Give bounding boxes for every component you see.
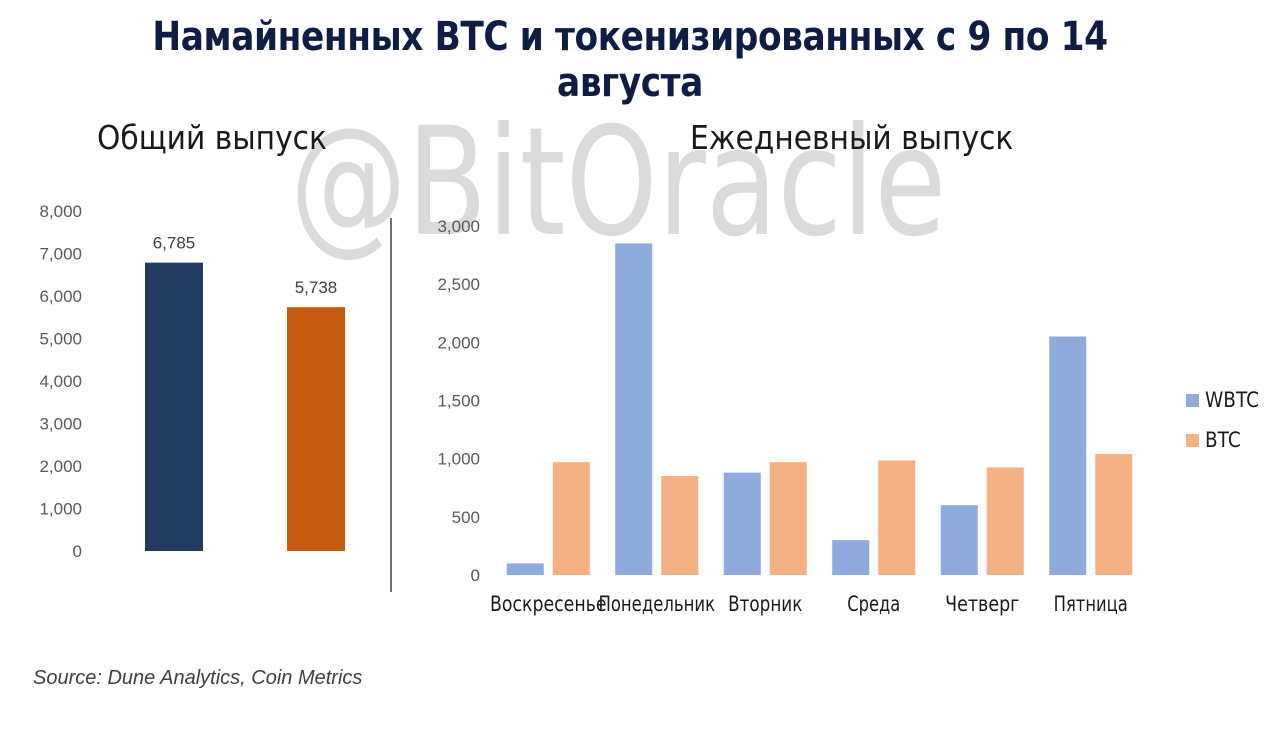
x-tick-label: Пятница — [1054, 592, 1128, 616]
y-tick-label: 2,000 — [39, 457, 82, 476]
legend-label-wbtc: WBTC — [1205, 388, 1260, 412]
x-tick-label: Понедельник — [598, 592, 715, 616]
bar-btc — [1095, 454, 1133, 575]
bar-btc — [986, 467, 1024, 575]
page-title: Намайненных BTC и токенизированных с 9 п… — [152, 14, 1108, 106]
legend-item-wbtc: WBTC — [1186, 380, 1266, 420]
data-label: 6,785 — [153, 234, 196, 253]
total-issuance-chart: 0 1,000 2,000 3,000 4,000 5,000 6,000 7,000 8,00… — [39, 202, 345, 561]
bar-wbtc — [615, 243, 653, 575]
x-tick-label: Среда — [847, 592, 900, 616]
y-tick-label: 2,000 — [437, 333, 480, 352]
y-tick-label: 0 — [73, 542, 82, 561]
total-chart-title: Общий выпуск — [97, 118, 327, 157]
legend-swatch-btc — [1186, 433, 1199, 447]
y-tick-label: 0 — [471, 566, 480, 585]
bar-wbtc — [940, 505, 978, 575]
data-label: 5,738 — [295, 278, 338, 297]
bar-wbtc — [723, 472, 761, 575]
bar — [145, 262, 203, 551]
x-tick-label: Воскресенье — [490, 592, 607, 616]
y-tick-label: 500 — [452, 508, 480, 527]
y-tick-label: 2,500 — [437, 275, 480, 294]
y-tick-label: 6,000 — [39, 287, 82, 306]
y-tick-label: 7,000 — [39, 245, 82, 264]
legend: WBTC BTC — [1186, 380, 1266, 460]
bar — [287, 307, 345, 551]
y-tick-label: 1,000 — [437, 450, 480, 469]
legend-swatch-wbtc — [1186, 393, 1199, 407]
bar-wbtc — [506, 563, 544, 575]
y-tick-label: 1,500 — [437, 392, 480, 411]
daily-chart-title: Ежедневный выпуск — [690, 118, 1014, 157]
daily-issuance-chart: 0 500 1,000 1,500 2,000 2,500 3,000 Воскресенье… — [437, 217, 1133, 616]
legend-item-btc: BTC — [1186, 420, 1266, 460]
y-tick-label: 1,000 — [39, 500, 82, 519]
y-tick-label: 4,000 — [39, 372, 82, 391]
bar-btc — [552, 462, 590, 575]
bar-wbtc — [832, 540, 870, 575]
bar-btc — [878, 460, 916, 575]
x-tick-label: Вторник — [728, 592, 802, 616]
y-tick-label: 3,000 — [39, 415, 82, 434]
bar-btc — [661, 476, 699, 575]
y-tick-label: 8,000 — [39, 202, 82, 221]
legend-label-btc: BTC — [1205, 428, 1241, 452]
x-tick-label: Четверг — [945, 592, 1019, 616]
y-tick-label: 3,000 — [437, 217, 480, 236]
bar-btc — [769, 462, 807, 575]
source-note: Source: Dune Analytics, Coin Metrics — [33, 667, 363, 689]
y-tick-label: 5,000 — [39, 330, 82, 349]
bar-wbtc — [1049, 336, 1087, 575]
